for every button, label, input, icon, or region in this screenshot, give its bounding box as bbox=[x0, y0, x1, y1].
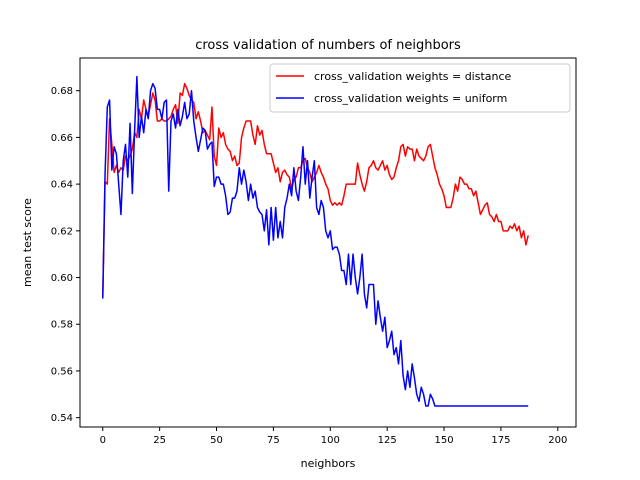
x-tick-label: 25 bbox=[153, 435, 166, 446]
legend-label-distance: cross_validation weights = distance bbox=[314, 70, 512, 83]
chart-title: cross validation of numbers of neighbors bbox=[195, 38, 461, 53]
y-tick-label: 0.64 bbox=[51, 180, 73, 191]
legend-box bbox=[269, 63, 571, 113]
x-tick-label: 100 bbox=[321, 435, 340, 446]
y-tick-label: 0.58 bbox=[51, 320, 73, 331]
y-axis-label: mean test score bbox=[21, 198, 34, 287]
x-tick-label: 75 bbox=[267, 435, 280, 446]
y-tick-label: 0.62 bbox=[51, 226, 73, 237]
legend-label-uniform: cross_validation weights = uniform bbox=[314, 92, 507, 105]
x-tick-label: 125 bbox=[378, 435, 397, 446]
y-tick-label: 0.66 bbox=[51, 133, 73, 144]
y-tick-label: 0.54 bbox=[51, 413, 73, 424]
y-axis-ticks: 0.54 0.56 0.58 0.60 0.62 0.64 0.66 0.68 bbox=[51, 86, 80, 424]
legend: cross_validation weights = distance cros… bbox=[269, 63, 571, 113]
plot-area bbox=[79, 57, 577, 428]
x-tick-label: 50 bbox=[210, 435, 223, 446]
x-axis-ticks: 0 25 50 75 100 125 150 175 200 bbox=[100, 427, 567, 446]
series-layer bbox=[102, 75, 529, 407]
axes-frame bbox=[79, 57, 577, 428]
x-tick-label: 150 bbox=[434, 435, 453, 446]
y-tick-label: 0.56 bbox=[51, 366, 73, 377]
x-tick-label: 200 bbox=[548, 435, 567, 446]
x-tick-label: 0 bbox=[100, 435, 106, 446]
y-tick-label: 0.60 bbox=[51, 273, 73, 284]
x-axis-label: neighbors bbox=[301, 457, 356, 470]
x-tick-label: 175 bbox=[491, 435, 510, 446]
series-line-uniform bbox=[102, 75, 529, 407]
y-tick-label: 0.68 bbox=[51, 86, 73, 97]
